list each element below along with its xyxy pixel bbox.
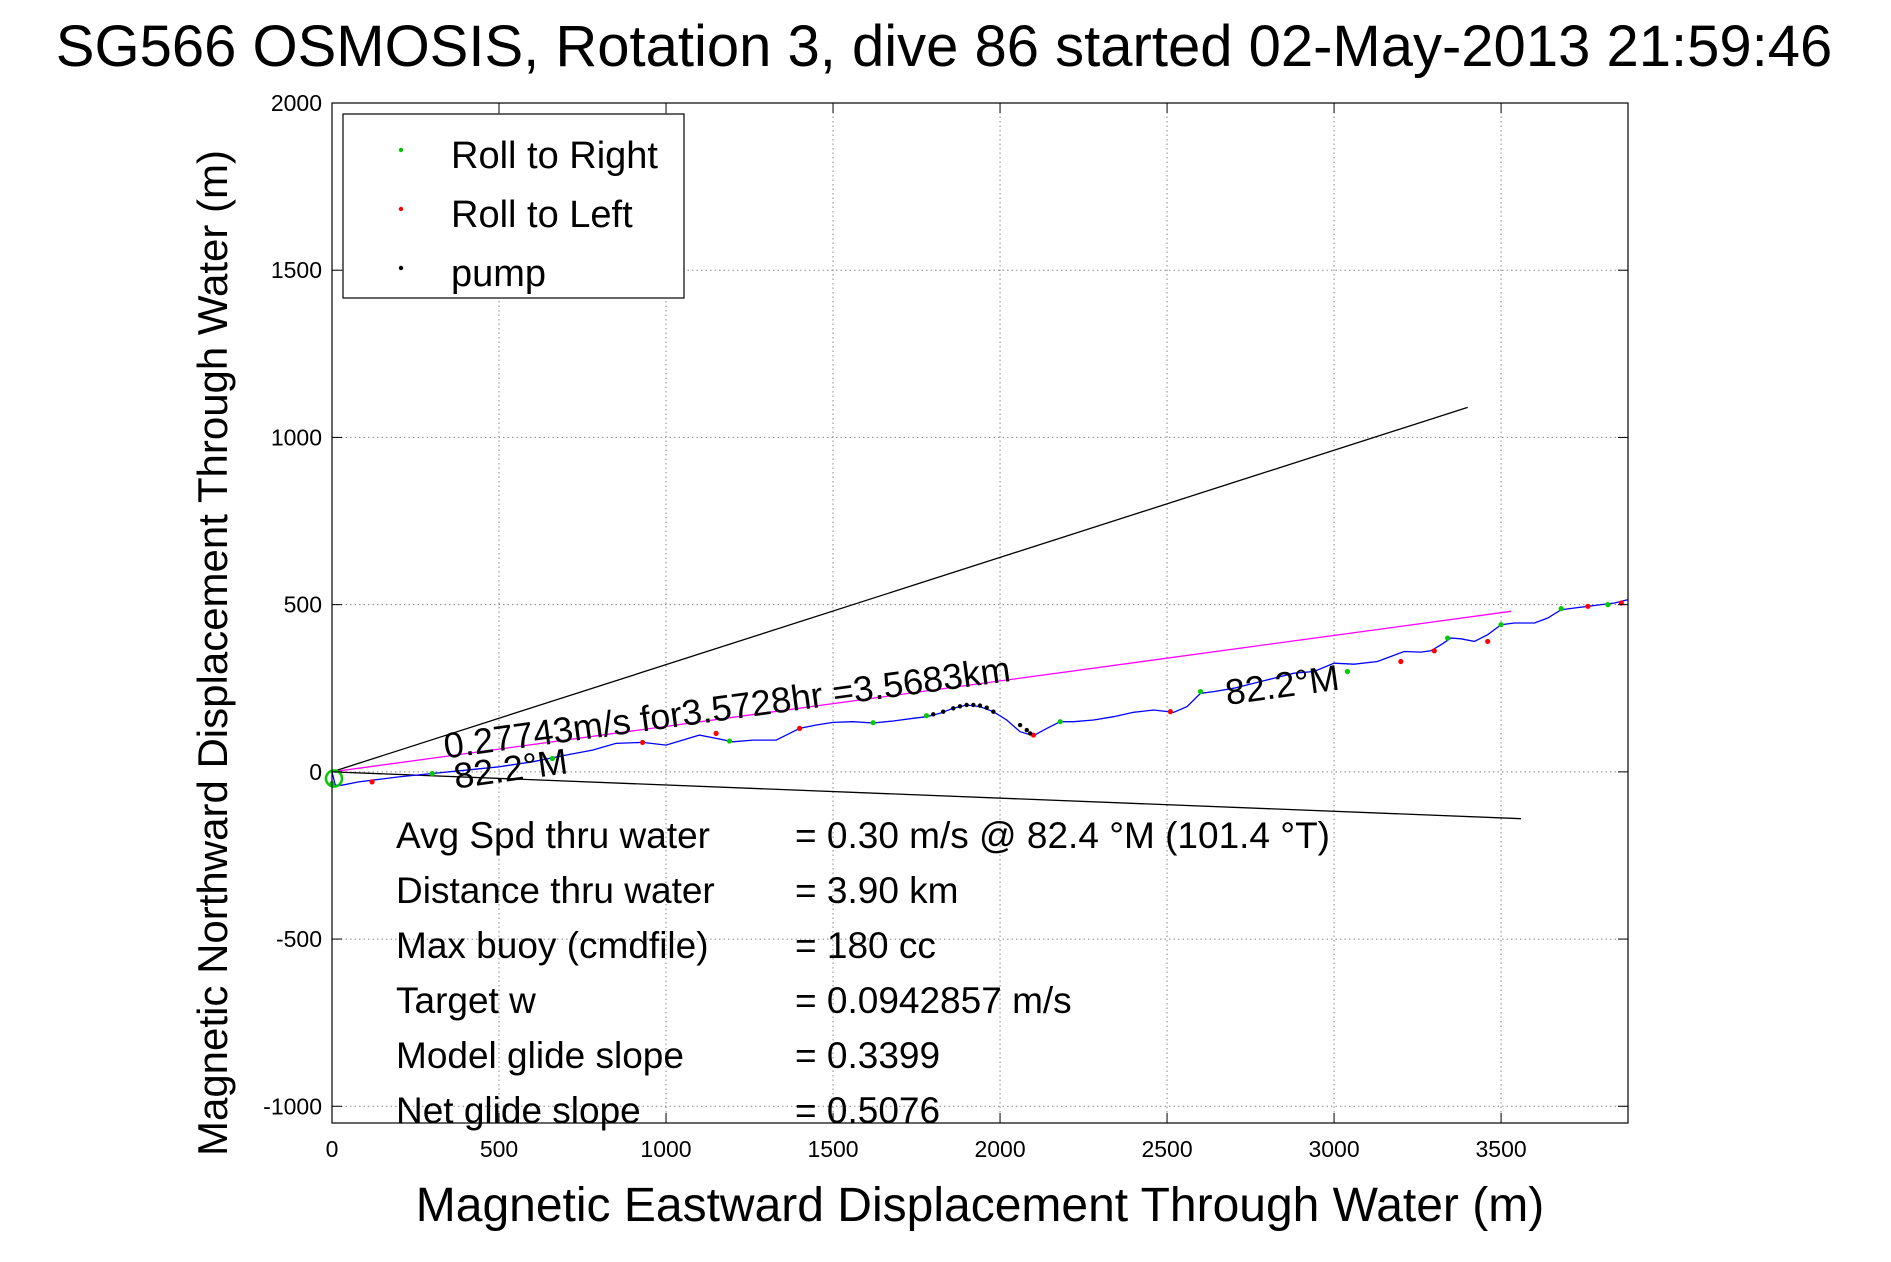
x-tick-label: 3000: [1308, 1136, 1359, 1162]
pump-point: [991, 709, 996, 714]
stat-value: = 3.90 km: [795, 870, 959, 911]
stat-value: = 0.0942857 m/s: [795, 980, 1072, 1021]
roll-right-point: [870, 720, 876, 726]
track-group: [331, 598, 1629, 786]
roll-right-point: [549, 755, 556, 762]
stat-label: Target w: [396, 980, 536, 1021]
roll-left-point: [1398, 658, 1404, 665]
x-tick-label: 1000: [640, 1136, 691, 1162]
x-tick-label: 1500: [807, 1136, 858, 1162]
x-tick-label: 0: [326, 1136, 339, 1162]
pump-point: [1027, 731, 1033, 736]
roll-right-point: [1197, 688, 1204, 695]
stat-label: Distance thru water: [396, 870, 715, 911]
stat-label: Max buoy (cmdfile): [396, 925, 709, 966]
x-tick-label: 500: [480, 1136, 518, 1162]
legend: Roll to Right Roll to Left pump: [342, 113, 685, 299]
legend-marker-roll-left: [398, 206, 404, 212]
pump-point: [1017, 722, 1023, 728]
pump-point: [984, 705, 989, 710]
pump-point: [951, 706, 956, 711]
legend-label-roll-right: Roll to Right: [451, 135, 658, 177]
chart-title: SG566 OSMOSIS, Rotation 3, dive 86 start…: [56, 14, 1832, 79]
legend-marker-roll-right: [398, 147, 404, 153]
roll-right-point: [726, 738, 733, 744]
roll-right-point: [429, 770, 435, 777]
roll-left-point: [1585, 603, 1591, 609]
reference-line: [331, 771, 1522, 820]
roll-left-point: [1431, 648, 1437, 654]
stat-value: = 0.3399: [795, 1035, 940, 1076]
stat-value: = 0.5076: [795, 1090, 940, 1131]
legend-label-roll-left: Roll to Left: [451, 194, 633, 236]
y-tick-label: -500: [276, 926, 322, 952]
x-tick-label: 3500: [1475, 1136, 1526, 1162]
pump-point: [957, 704, 963, 709]
x-axis-label: Magnetic Eastward Displacement Through W…: [416, 1179, 1544, 1232]
roll-right-point: [1445, 635, 1451, 641]
roll-right-point: [923, 713, 930, 719]
y-tick-label: 2000: [271, 90, 322, 116]
pump-point: [964, 702, 969, 708]
roll-right-point: [1057, 719, 1063, 725]
pump-point: [977, 703, 983, 708]
roll-left-point: [797, 725, 803, 731]
stat-label: Avg Spd thru water: [396, 815, 710, 856]
y-axis-label: Magnetic Northward Displacement Through …: [189, 150, 236, 1156]
pump-point: [971, 702, 976, 708]
pump-point: [1024, 727, 1029, 733]
y-tick-label: 1500: [271, 257, 322, 283]
reference-line: [331, 610, 1512, 773]
stat-value: = 180 cc: [795, 925, 936, 966]
plot-frame: [331, 102, 1629, 1124]
reference-line: [331, 406, 1468, 773]
roll-left-point: [640, 739, 646, 746]
y-ticks: 2000 1500 1000 500 0 -500 -1000: [263, 90, 1628, 1119]
start-marker: [324, 769, 344, 788]
pump-point: [941, 709, 946, 714]
stat-label: Net glide slope: [396, 1090, 641, 1131]
markers-group: [324, 600, 1624, 788]
x-tick-label: 2500: [1141, 1136, 1192, 1162]
roll-right-point: [1498, 622, 1504, 628]
roll-left-point: [1485, 638, 1491, 645]
stats-block: Avg Spd thru water = 0.30 m/s @ 82.4 °M (…: [396, 815, 1330, 1131]
legend-marker-pump: [398, 265, 404, 271]
x-tick-label: 2000: [974, 1136, 1025, 1162]
y-tick-label: 1000: [271, 424, 322, 450]
roll-left-point: [1167, 709, 1173, 715]
roll-right-point: [1558, 606, 1564, 612]
reference-lines: [331, 406, 1522, 820]
y-tick-label: 0: [309, 759, 322, 785]
y-tick-label: -1000: [263, 1093, 322, 1119]
roll-right-point: [1344, 668, 1351, 675]
stat-value: = 0.30 m/s @ 82.4 °M (101.4 °T): [795, 815, 1330, 856]
y-tick-label: 500: [284, 592, 322, 618]
roll-right-point: [1605, 602, 1611, 608]
legend-label-pump: pump: [451, 253, 546, 295]
roll-left-point: [369, 779, 375, 785]
pump-point: [931, 712, 936, 717]
stat-label: Model glide slope: [396, 1035, 684, 1076]
x-ticks: 0 500 1000 1500 2000 2500 3000 3500: [326, 103, 1527, 1162]
track-line: [331, 598, 1629, 786]
roll-left-point: [713, 730, 719, 736]
